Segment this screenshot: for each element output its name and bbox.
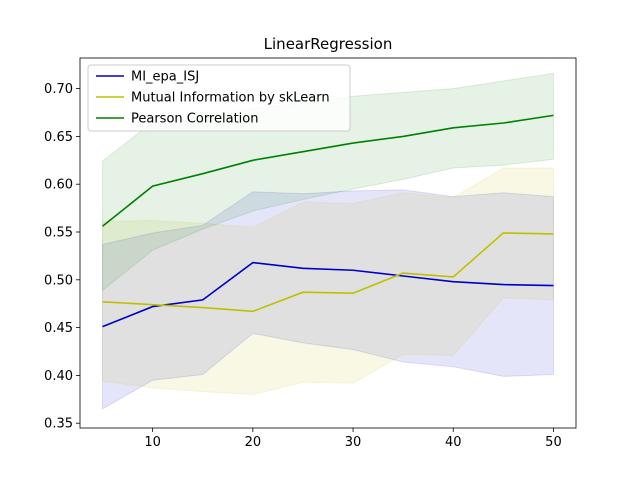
line-series-3 xyxy=(102,114,554,227)
band-series-1 xyxy=(102,189,554,410)
y-tick-label: 0.55 xyxy=(44,226,73,241)
legend-label-series-1: MI_epa_ISJ xyxy=(131,70,199,85)
y-tick-label: 0.45 xyxy=(44,321,73,336)
x-tick-label: 40 xyxy=(445,435,462,450)
y-tick-label: 0.50 xyxy=(44,273,73,288)
x-axis: 10 20 30 40 50 xyxy=(144,428,562,450)
legend-label-series-3: Pearson Correlation xyxy=(131,112,258,127)
y-axis: 0.35 0.40 0.45 0.50 0.55 0.60 0.65 0.70 xyxy=(44,82,80,432)
x-tick-label: 10 xyxy=(144,435,161,450)
legend-label-series-2: Mutual Information by skLearn xyxy=(131,91,330,106)
line-series-2 xyxy=(102,232,554,313)
x-tick-label: 20 xyxy=(245,435,262,450)
legend-box xyxy=(87,64,351,132)
band-series-2 xyxy=(102,167,554,396)
y-tick-label: 0.40 xyxy=(44,369,73,384)
line-series-1 xyxy=(102,261,554,328)
series-lines xyxy=(102,114,554,328)
x-tick-label: 30 xyxy=(345,435,362,450)
y-tick-label: 0.60 xyxy=(44,178,73,193)
chart-title: LinearRegression xyxy=(264,35,393,53)
y-tick-label: 0.65 xyxy=(44,130,73,145)
plot-area-frame xyxy=(79,57,577,429)
x-tick-label: 50 xyxy=(545,435,562,450)
legend: MI_epa_ISJ Mutual Information by skLearn P… xyxy=(87,64,351,132)
y-tick-label: 0.35 xyxy=(44,417,73,432)
y-tick-label: 0.70 xyxy=(44,82,73,97)
